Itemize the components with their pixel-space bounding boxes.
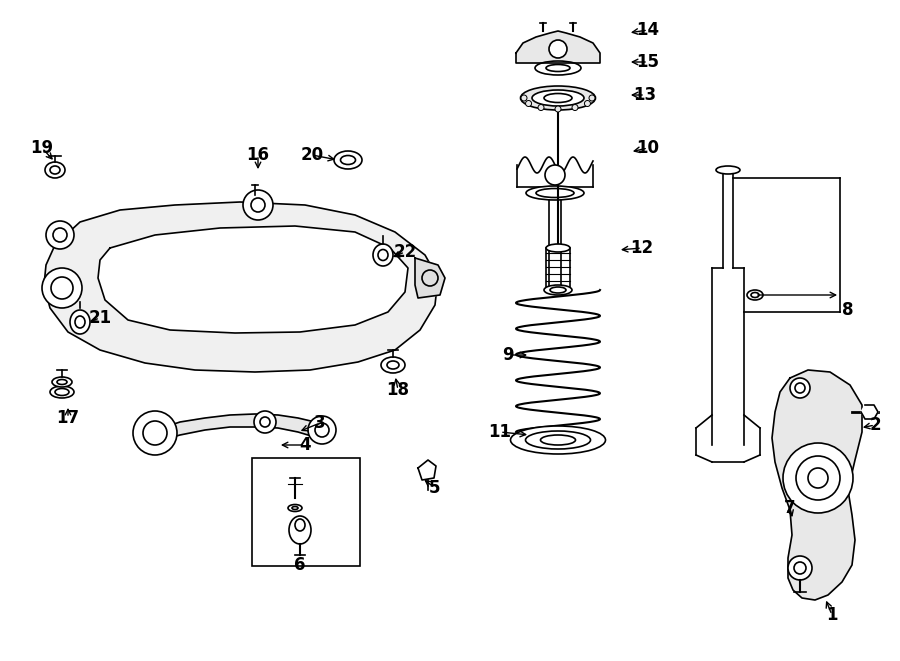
Circle shape (545, 165, 565, 185)
Ellipse shape (716, 166, 740, 174)
Circle shape (243, 190, 273, 220)
Circle shape (538, 104, 544, 110)
Ellipse shape (747, 290, 763, 300)
Ellipse shape (334, 151, 362, 169)
Text: 19: 19 (31, 139, 54, 157)
Circle shape (526, 100, 532, 106)
Ellipse shape (50, 386, 74, 398)
Ellipse shape (45, 162, 65, 178)
Ellipse shape (288, 504, 302, 512)
Circle shape (308, 416, 336, 444)
Ellipse shape (535, 61, 581, 75)
Text: 15: 15 (636, 53, 660, 71)
Polygon shape (418, 460, 436, 480)
Ellipse shape (381, 357, 405, 373)
Text: 3: 3 (314, 414, 326, 432)
Circle shape (788, 556, 812, 580)
Ellipse shape (289, 516, 311, 544)
Ellipse shape (546, 244, 570, 252)
Text: 11: 11 (489, 423, 511, 441)
Ellipse shape (526, 186, 584, 200)
Text: 18: 18 (386, 381, 410, 399)
Text: 13: 13 (634, 86, 657, 104)
FancyBboxPatch shape (252, 458, 360, 566)
Ellipse shape (510, 426, 606, 454)
Text: 8: 8 (842, 301, 854, 319)
Text: 5: 5 (429, 479, 441, 497)
Text: 4: 4 (299, 436, 310, 454)
Text: 10: 10 (636, 139, 660, 157)
Polygon shape (516, 31, 600, 63)
Text: 12: 12 (630, 239, 653, 257)
Text: 2: 2 (869, 416, 881, 434)
Circle shape (42, 268, 82, 308)
Ellipse shape (70, 310, 90, 334)
Text: 16: 16 (247, 146, 269, 164)
Circle shape (790, 378, 810, 398)
Text: 21: 21 (88, 309, 112, 327)
Polygon shape (861, 405, 878, 419)
Text: 6: 6 (294, 556, 306, 574)
Polygon shape (415, 258, 445, 298)
Circle shape (589, 95, 595, 101)
Circle shape (572, 104, 578, 110)
Polygon shape (98, 226, 408, 333)
Ellipse shape (532, 90, 584, 106)
Text: 17: 17 (57, 409, 79, 427)
Circle shape (555, 106, 561, 112)
Text: 22: 22 (393, 243, 417, 261)
Ellipse shape (520, 86, 596, 110)
Ellipse shape (52, 377, 72, 387)
Circle shape (584, 100, 590, 106)
Text: 1: 1 (826, 606, 838, 624)
Text: 20: 20 (301, 146, 324, 164)
Circle shape (549, 40, 567, 58)
Ellipse shape (544, 285, 572, 295)
Circle shape (133, 411, 177, 455)
Polygon shape (44, 202, 438, 372)
Polygon shape (152, 414, 325, 440)
Circle shape (783, 443, 853, 513)
Text: 9: 9 (502, 346, 514, 364)
Circle shape (46, 221, 74, 249)
Circle shape (521, 95, 527, 101)
Text: 14: 14 (636, 21, 660, 39)
Ellipse shape (373, 244, 393, 266)
Circle shape (254, 411, 276, 433)
Text: 7: 7 (784, 499, 796, 517)
Polygon shape (772, 370, 862, 600)
